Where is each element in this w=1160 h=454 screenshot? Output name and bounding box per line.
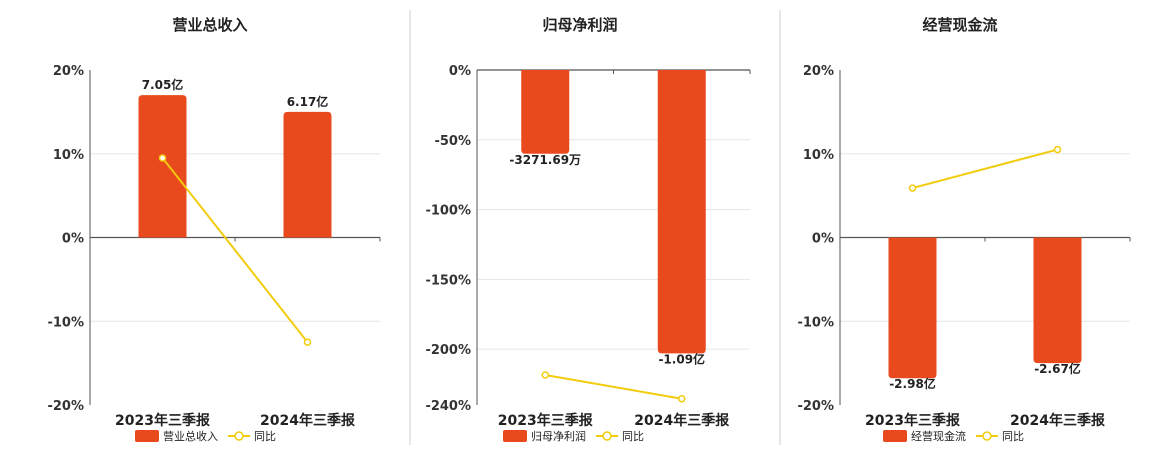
bar-data-label: 6.17亿 bbox=[287, 94, 329, 109]
bar-data-label: -2.67亿 bbox=[1034, 361, 1081, 376]
legend-line-marker bbox=[982, 431, 992, 441]
x-category-label: 2024年三季报 bbox=[260, 412, 355, 429]
y-tick-label: -50% bbox=[434, 134, 471, 149]
legend-bar-label: 经营现金流 bbox=[911, 429, 966, 443]
x-category-label: 2023年三季报 bbox=[115, 412, 210, 429]
chart-title: 营业总收入 bbox=[172, 16, 247, 34]
y-tick-label: -20% bbox=[797, 399, 834, 414]
y-tick-label: 20% bbox=[53, 64, 84, 79]
chart-title: 归母净利润 bbox=[542, 16, 617, 34]
y-tick-label: -10% bbox=[797, 315, 834, 330]
bar bbox=[1033, 237, 1082, 364]
legend-bar-swatch bbox=[503, 430, 527, 442]
x-category-label: 2024年三季报 bbox=[634, 412, 729, 429]
x-category-label: 2023年三季报 bbox=[498, 412, 593, 429]
yoy-line bbox=[912, 148, 1058, 190]
y-tick-label: -150% bbox=[425, 273, 471, 288]
bar bbox=[521, 70, 570, 154]
yoy-point bbox=[303, 338, 312, 346]
legend-line-marker bbox=[602, 431, 612, 441]
bar bbox=[888, 237, 937, 379]
bar bbox=[283, 111, 332, 238]
y-tick-label: -200% bbox=[425, 343, 471, 358]
yoy-line bbox=[545, 374, 682, 400]
y-tick-label: -20% bbox=[47, 399, 84, 414]
legend-line-label: 同比 bbox=[1002, 430, 1024, 443]
x-category-label: 2023年三季报 bbox=[865, 412, 960, 429]
y-tick-label: -240% bbox=[425, 399, 471, 414]
legend-line-marker bbox=[234, 431, 244, 441]
yoy-point bbox=[541, 371, 549, 379]
legend-bar-label: 营业总收入 bbox=[163, 429, 218, 443]
y-tick-label: 10% bbox=[803, 148, 834, 163]
yoy-line bbox=[161, 157, 309, 343]
legend-line-label: 同比 bbox=[622, 430, 644, 443]
legend-bar-label: 归母净利润 bbox=[531, 429, 586, 443]
yoy-point bbox=[678, 394, 686, 403]
legend-bar-swatch bbox=[135, 430, 159, 442]
y-tick-label: 10% bbox=[53, 148, 84, 163]
legend-line-label: 同比 bbox=[254, 430, 276, 443]
y-tick-label: 0% bbox=[62, 232, 84, 247]
y-tick-label: 0% bbox=[449, 64, 471, 79]
y-tick-label: -10% bbox=[47, 315, 84, 330]
yoy-point bbox=[158, 154, 167, 162]
bar-data-label: 7.05亿 bbox=[142, 77, 184, 92]
chart-title: 经营现金流 bbox=[922, 16, 997, 34]
bar-data-label: -3271.69万 bbox=[509, 153, 581, 167]
bar-data-label: -1.09亿 bbox=[658, 351, 705, 366]
x-category-label: 2024年三季报 bbox=[1010, 412, 1105, 429]
bar-data-label: -2.98亿 bbox=[889, 376, 936, 391]
y-tick-label: -100% bbox=[425, 204, 471, 219]
bar bbox=[138, 95, 187, 238]
y-tick-label: 0% bbox=[812, 232, 834, 247]
y-tick-label: 20% bbox=[803, 64, 834, 79]
yoy-point bbox=[908, 184, 917, 192]
yoy-point bbox=[1053, 145, 1062, 154]
legend-bar-swatch bbox=[883, 430, 907, 442]
bar bbox=[657, 70, 706, 354]
